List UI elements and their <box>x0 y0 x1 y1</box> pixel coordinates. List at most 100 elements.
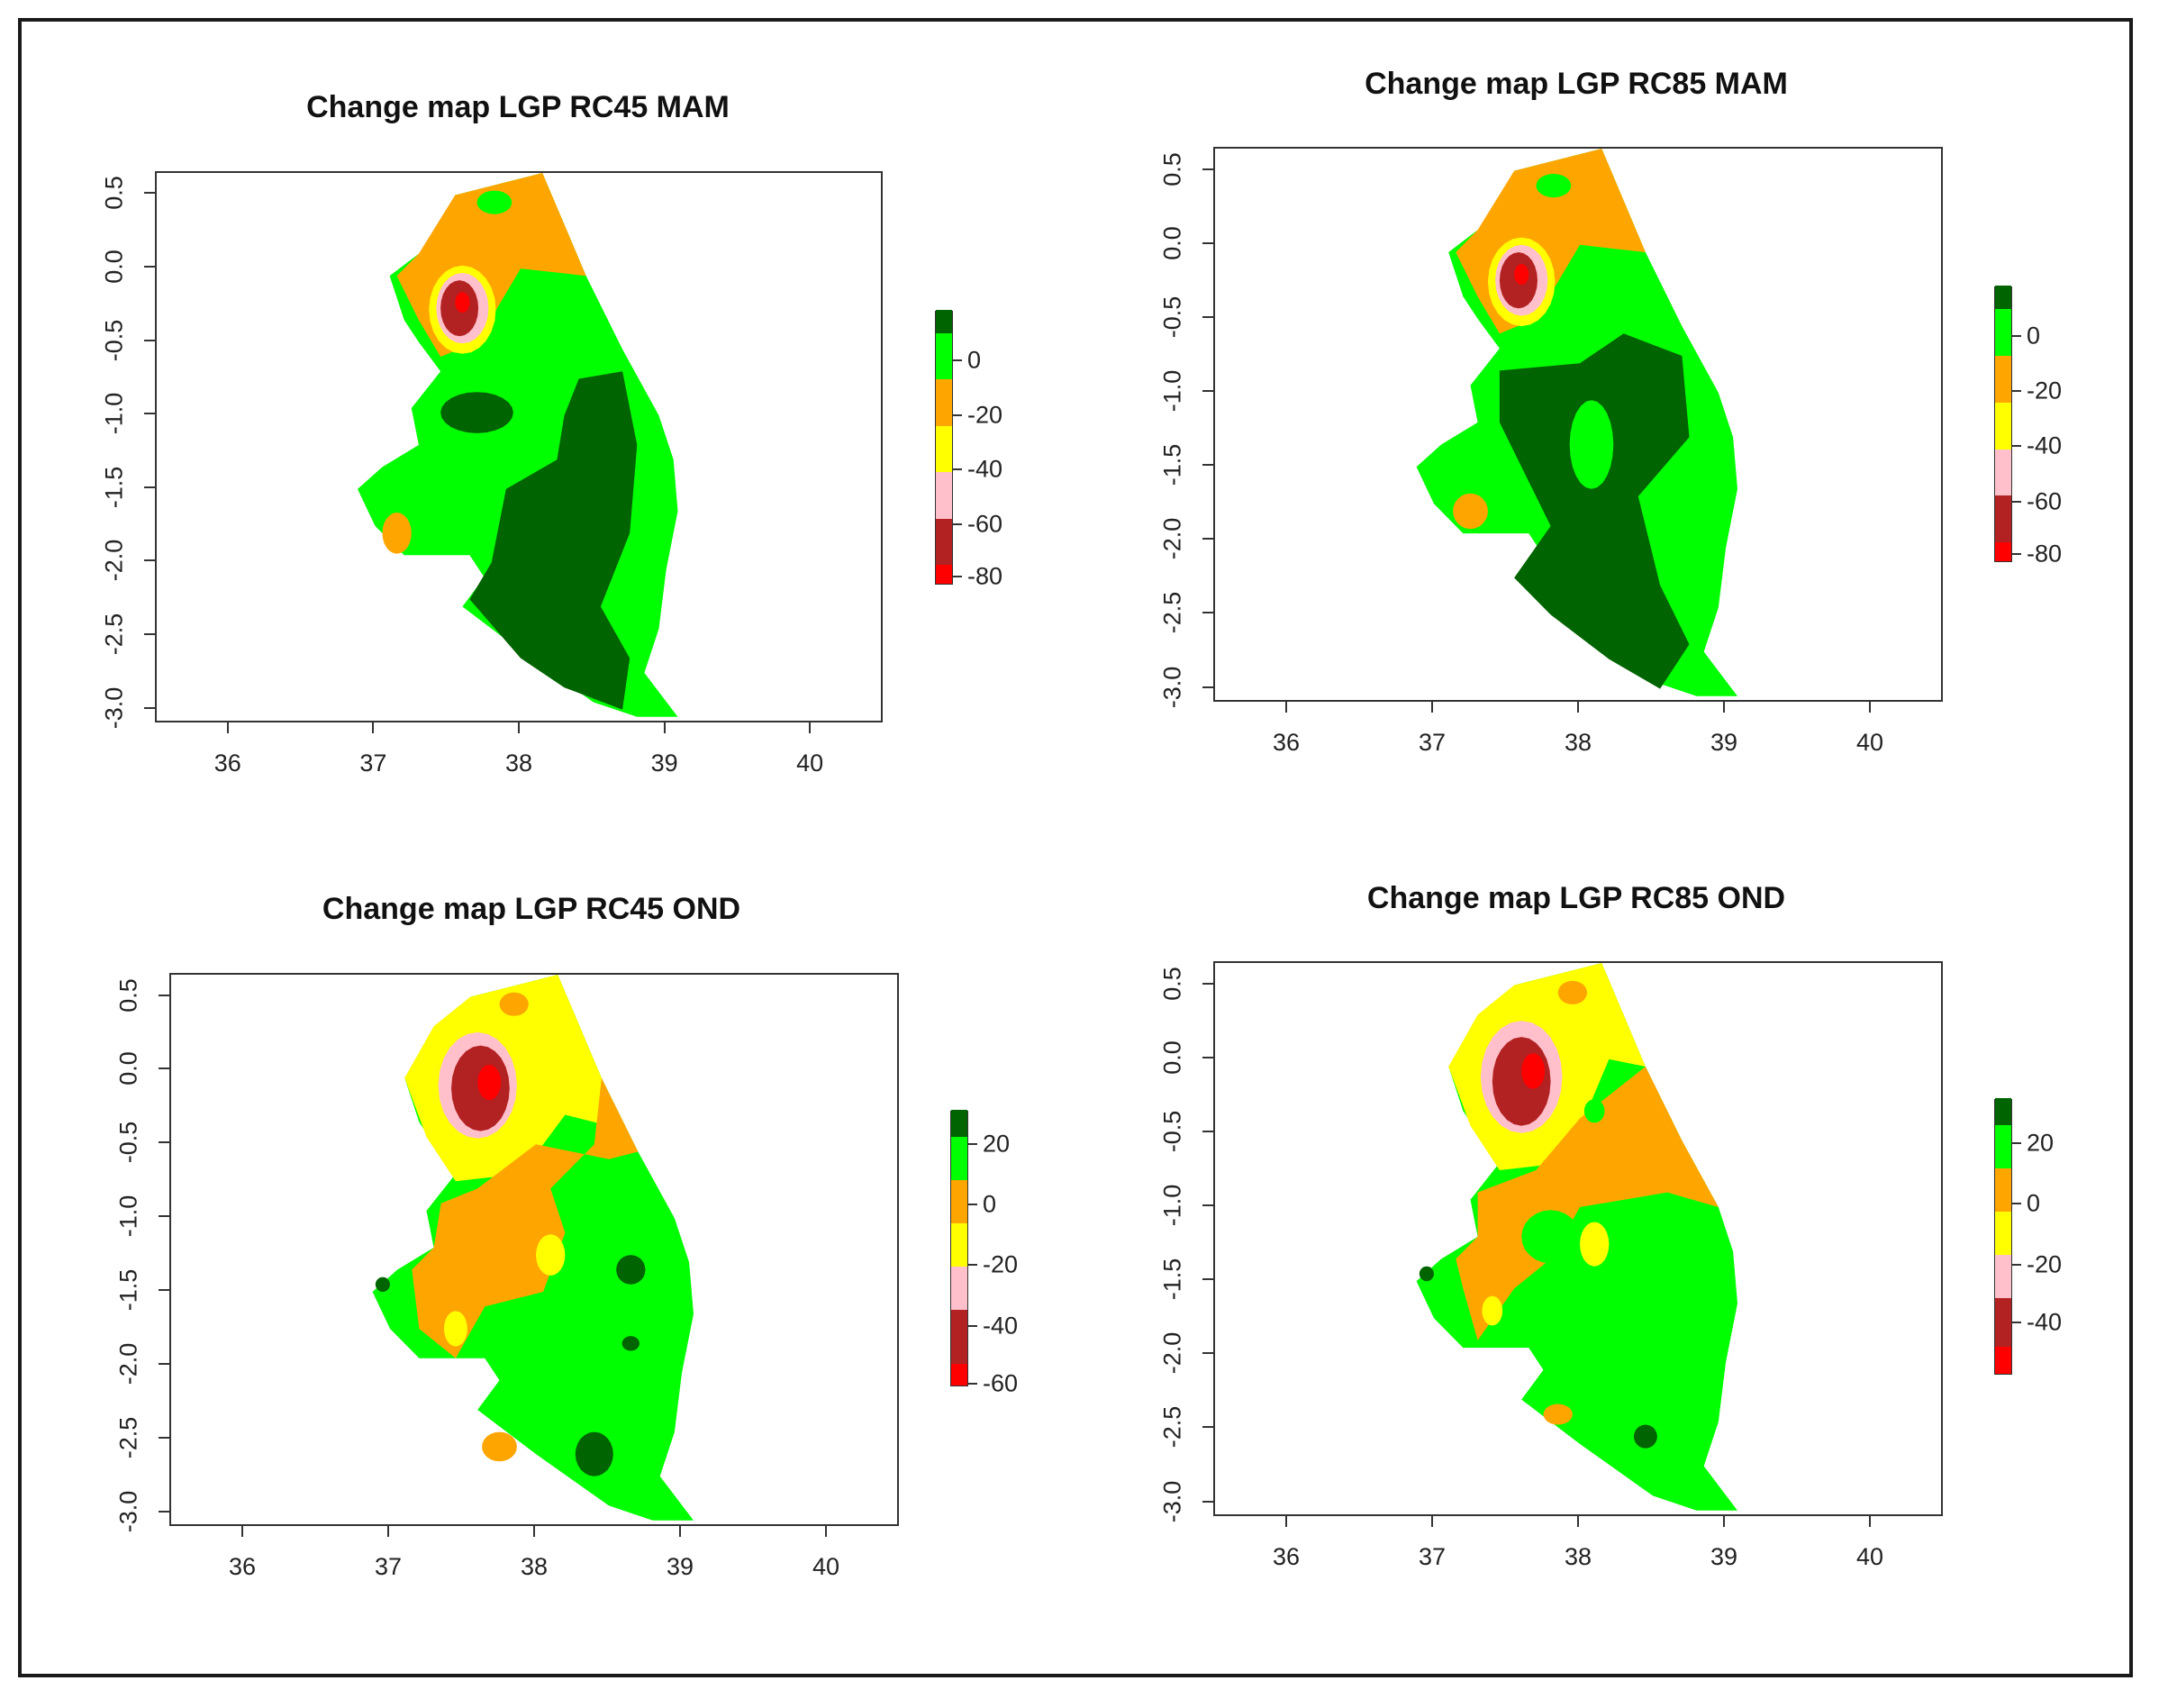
map-plot-area <box>155 171 883 722</box>
y-tick-label: -2.0 <box>1158 1332 1186 1375</box>
y-tick <box>144 559 155 562</box>
legend-swatch <box>936 379 952 426</box>
y-tick-label: -0.5 <box>1158 295 1186 339</box>
y-tick-label: -2.5 <box>100 613 128 656</box>
color-legend <box>1994 286 2012 562</box>
legend-label: -60 <box>983 1369 1019 1397</box>
y-tick <box>144 339 155 341</box>
y-tick <box>1202 1278 1213 1281</box>
region-red <box>455 292 470 313</box>
x-tick <box>1577 702 1579 713</box>
y-tick <box>159 1141 169 1144</box>
x-tick-label: 40 <box>1855 1543 1884 1570</box>
x-tick-label: 37 <box>1418 1543 1447 1570</box>
y-tick <box>159 1436 169 1439</box>
x-tick <box>1723 1516 1725 1527</box>
legend-swatch <box>1995 355 2011 403</box>
y-tick-label: -1.5 <box>100 466 128 509</box>
x-tick <box>533 1526 535 1537</box>
legend-swatch <box>1995 542 2011 561</box>
y-tick-label: -3.0 <box>114 1490 142 1532</box>
region-orange-s <box>482 1431 517 1462</box>
y-tick-label: -0.5 <box>114 1122 142 1164</box>
y-tick-label: -1.0 <box>100 393 128 435</box>
x-tick <box>241 1526 243 1537</box>
legend-label: -40 <box>983 1312 1019 1340</box>
map-svg <box>372 975 694 1521</box>
x-tick-label: 36 <box>1272 1543 1301 1570</box>
y-tick-label: -0.5 <box>1158 1110 1186 1153</box>
region-darkgreen-a <box>1633 1424 1657 1449</box>
region-red <box>1514 264 1529 286</box>
x-tick-label: 37 <box>374 1553 403 1580</box>
legend-tick <box>953 575 962 577</box>
y-tick-label: -2.0 <box>100 540 128 582</box>
y-tick <box>144 266 155 268</box>
legend-tick <box>2012 1141 2021 1144</box>
x-tick-label: 40 <box>812 1553 840 1580</box>
region-darkgreen <box>1499 333 1690 689</box>
legend-label: -40 <box>967 455 1003 483</box>
region-green-island <box>1569 400 1614 489</box>
panel-title: Change map LGP RC45 MAM <box>306 90 730 124</box>
x-tick-label: 37 <box>1418 729 1447 756</box>
x-tick <box>1869 1516 1871 1527</box>
legend-tick <box>968 1142 977 1145</box>
y-tick <box>1202 612 1213 614</box>
legend-swatch <box>936 425 952 473</box>
legend-tick <box>2012 552 2021 555</box>
y-tick <box>159 1510 169 1513</box>
legend-swatch <box>1995 1125 2011 1168</box>
y-tick <box>1202 241 1213 244</box>
legend-tick <box>2012 1321 2021 1323</box>
y-tick-label: 0.5 <box>100 176 128 211</box>
legend-swatch <box>951 1180 967 1223</box>
legend-label: -20 <box>2027 1250 2063 1278</box>
x-tick-label: 39 <box>1710 1543 1738 1570</box>
legend-swatch <box>1995 1212 2011 1255</box>
x-tick-label: 38 <box>1564 729 1592 756</box>
x-tick-label: 38 <box>1564 1543 1592 1570</box>
x-tick-label: 38 <box>504 750 533 777</box>
y-tick-label: -1.5 <box>114 1268 142 1312</box>
y-tick <box>1202 315 1213 318</box>
map-svg <box>358 173 678 717</box>
panel-title: Change map LGP RC85 MAM <box>1365 67 1788 101</box>
y-tick-label: -1.5 <box>1158 443 1186 486</box>
legend-tick <box>2012 1203 2021 1205</box>
x-tick <box>1723 702 1725 713</box>
y-tick <box>1202 1204 1213 1207</box>
y-tick-label: -2.5 <box>1158 592 1186 634</box>
y-tick <box>1202 1500 1213 1503</box>
map-svg <box>1416 149 1737 696</box>
y-tick-label: -1.5 <box>1158 1258 1186 1301</box>
region-orange-patch <box>1557 980 1588 1004</box>
region-darkgreen-w <box>1419 1266 1434 1282</box>
legend-swatch <box>1995 1347 2011 1374</box>
y-tick <box>1202 1130 1213 1132</box>
x-tick <box>1431 1516 1433 1527</box>
panel-title: Change map LGP RC45 OND <box>322 892 741 926</box>
legend-tick <box>968 1264 977 1267</box>
legend-tick <box>2012 445 2021 448</box>
legend-label: 0 <box>2027 1189 2041 1217</box>
x-tick-label: 39 <box>666 1553 694 1580</box>
region-darkgreen-b <box>621 1336 640 1351</box>
legend-tick <box>2012 390 2021 393</box>
y-tick-label: -1.0 <box>1158 1184 1186 1227</box>
legend-tick <box>968 1382 977 1385</box>
x-tick <box>1577 1516 1579 1527</box>
legend-swatch <box>1995 1255 2011 1298</box>
legend-tick <box>968 1324 977 1327</box>
x-tick <box>226 722 229 733</box>
y-tick-label: -1.0 <box>114 1195 142 1238</box>
legend-swatch <box>936 310 952 333</box>
map-plot-area <box>169 973 899 1526</box>
y-tick-label: -2.0 <box>1158 518 1186 560</box>
y-tick <box>1202 982 1213 985</box>
legend-swatch <box>1995 308 2011 356</box>
region-darkgreen-b <box>469 371 638 710</box>
y-tick-label: -2.0 <box>114 1342 142 1385</box>
x-tick-label: 38 <box>520 1553 549 1580</box>
y-tick <box>1202 686 1213 688</box>
